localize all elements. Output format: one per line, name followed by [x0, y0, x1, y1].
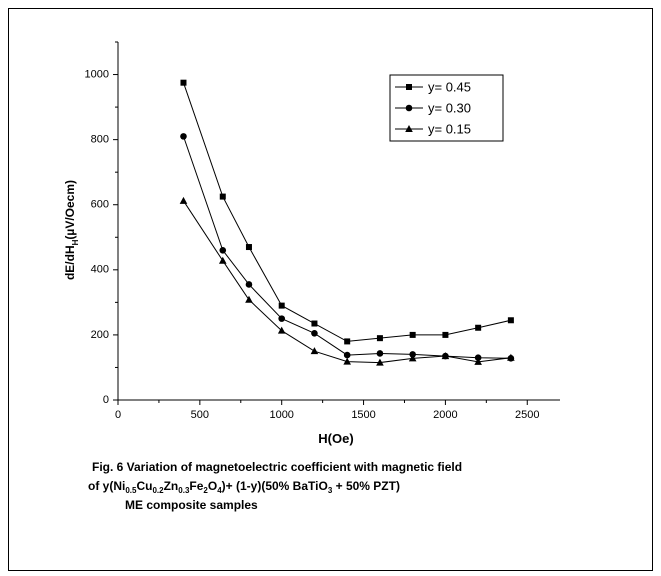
marker [474, 357, 482, 365]
marker [376, 335, 383, 342]
marker [376, 358, 384, 366]
marker [441, 352, 450, 360]
subscript: 0.2 [152, 486, 164, 495]
caption-part: O [208, 479, 217, 493]
marker [219, 193, 226, 200]
caption-line: ME composite samples [125, 498, 258, 512]
marker [507, 317, 514, 324]
x-tick-label: 2000 [433, 409, 457, 421]
x-tick-label: 1000 [269, 409, 293, 421]
caption-part: Cu [136, 479, 152, 493]
marker [245, 295, 253, 303]
marker [219, 246, 227, 254]
caption-part: of y(Ni [88, 479, 125, 493]
marker [245, 244, 252, 251]
x-tick-label: 2500 [515, 409, 539, 421]
subscript: 4 [217, 486, 222, 495]
caption-part: ME composite samples [125, 498, 258, 512]
marker [344, 338, 351, 345]
label-part: dE/dH [63, 245, 77, 280]
x-axis-label: H(Oe) [318, 431, 353, 446]
caption-part: Fig. 6 Variation of magnetoelectric coef… [92, 460, 462, 474]
marker [474, 354, 482, 361]
marker [218, 256, 227, 264]
y-tick-label: 200 [91, 329, 109, 341]
y-axis-label: dE/dHH(µV/Oecm) [63, 180, 80, 280]
caption-line: Fig. 6 Variation of magnetoelectric coef… [92, 460, 462, 474]
caption-part: )+ (1-y)(50% BaTiO [222, 479, 328, 493]
marker [179, 196, 188, 204]
label-part: (µV/Oecm) [63, 180, 77, 240]
marker [475, 324, 482, 331]
marker [180, 79, 187, 86]
marker [343, 351, 351, 359]
subscript: 2 [203, 486, 208, 495]
marker [409, 331, 416, 338]
subscript: H [71, 239, 80, 245]
marker [180, 133, 187, 140]
marker [278, 315, 286, 322]
marker [245, 281, 253, 288]
caption-part: Fe [189, 479, 203, 493]
marker [442, 331, 449, 338]
marker [311, 320, 318, 327]
y-tick-label: 1000 [85, 68, 109, 80]
marker [376, 350, 384, 357]
frame [8, 8, 653, 571]
marker [277, 326, 286, 334]
y-tick-label: 400 [91, 264, 109, 276]
legend-label: y= 0.15 [428, 121, 471, 136]
x-tick-label: 0 [115, 409, 121, 421]
x-tick-label: 1500 [351, 409, 375, 421]
marker [278, 302, 285, 309]
caption-line: of y(Ni0.5Cu0.2Zn0.3Fe2O4)+ (1-y)(50% Ba… [88, 479, 400, 495]
x-tick-label: 500 [191, 409, 209, 421]
subscript: 0.3 [178, 486, 190, 495]
marker [408, 354, 417, 362]
y-tick-label: 600 [91, 199, 109, 211]
caption-part: Zn [164, 479, 179, 493]
marker [343, 357, 351, 365]
legend-marker [405, 104, 413, 112]
y-tick-label: 0 [103, 394, 109, 406]
caption-part: + 50% PZT) [332, 479, 400, 493]
legend-label: y= 0.45 [428, 79, 471, 94]
legend-label: y= 0.30 [428, 100, 471, 115]
marker [310, 347, 319, 355]
y-tick-label: 800 [91, 134, 109, 146]
subscript: 3 [328, 486, 333, 495]
legend-marker [406, 84, 412, 90]
legend-marker [405, 125, 413, 132]
marker [311, 329, 318, 337]
subscript: 0.5 [125, 486, 137, 495]
marker [507, 353, 515, 361]
